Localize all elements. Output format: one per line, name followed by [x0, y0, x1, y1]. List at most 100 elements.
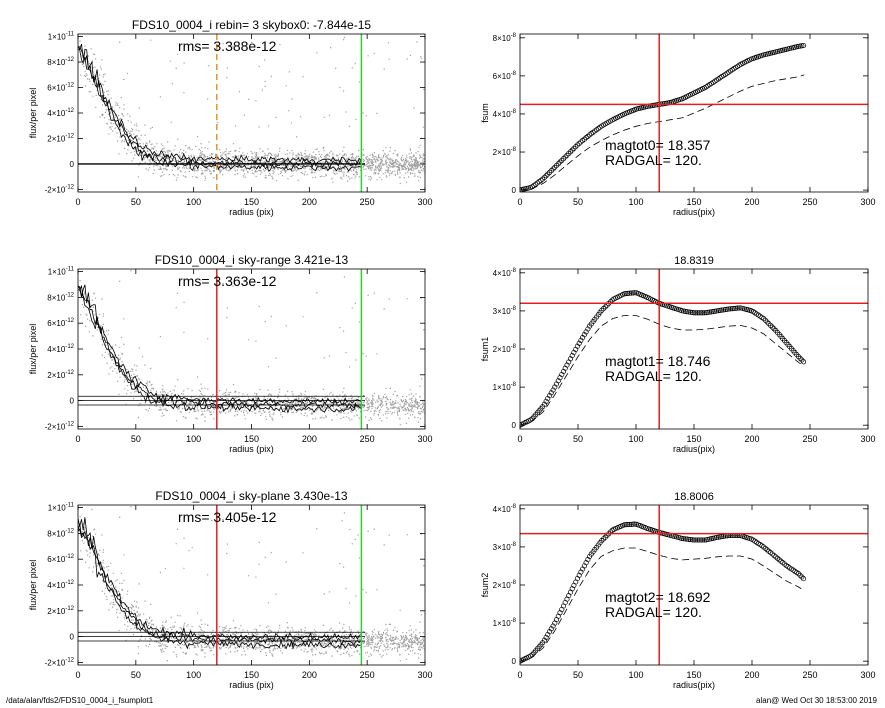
profile2-ytick-label: 1×10-11 [48, 503, 75, 513]
fsum2-curve-point [698, 537, 704, 543]
profile2-scatter-points [79, 506, 425, 662]
fsum0-curve-point [581, 136, 587, 142]
fsum0-annotation-1: RADGAL= 120. [605, 152, 702, 168]
fsum0-dashed-curve [520, 74, 805, 191]
fsum0-xtick-label: 200 [744, 197, 759, 207]
fsum1-xtick-label: 150 [686, 434, 701, 444]
fsum2-xtick-label: 100 [628, 670, 643, 680]
fsum1-curve-point [729, 306, 735, 312]
fsum0-curve-point [543, 173, 549, 179]
fsum0-ytick-label: 6×10-8 [493, 71, 517, 81]
fsum2-curve-point [689, 537, 695, 543]
profile2-profile-line-1 [78, 523, 362, 647]
profile0-ytick-label: -2×10-12 [45, 184, 75, 194]
profile1-ytick-label: 0 [70, 397, 75, 406]
fsum2-curve-point [682, 536, 688, 542]
profile1-xtick-label: 0 [75, 434, 80, 444]
fsum2-xtick-label: 50 [573, 670, 583, 680]
fsum2-curve-point [679, 535, 685, 541]
fsum2-ylabel: fsum2 [480, 573, 490, 598]
fsum2-ytick-label: 0 [512, 657, 517, 666]
fsum2-curve-point [769, 551, 775, 557]
fsum1-curve-point [540, 404, 546, 410]
fsum0-ylabel: fsum [480, 103, 490, 123]
fsum2-xlabel: radius(pix) [673, 680, 715, 690]
fsum2-curve-point [714, 534, 720, 541]
fsum0-curve-point [538, 177, 544, 183]
profile2-ytick-label: 4×10-12 [47, 580, 74, 590]
fsum2-curve-point [694, 537, 701, 543]
profile1-plot-area [78, 269, 425, 429]
fsum0-curve-point [797, 43, 803, 49]
fsum1-curve-point [769, 324, 775, 330]
profile1-ytick-label: 4×10-12 [47, 344, 74, 354]
fsum1-curve-point [543, 398, 549, 404]
fsum2-curve-point [621, 522, 627, 528]
fsum2-curve-point [761, 544, 767, 550]
profile0-ytick-label: 2×10-12 [47, 133, 74, 143]
fsum2-ytick-label: 4×10-8 [493, 504, 517, 514]
fsum0-curve-point [585, 133, 591, 139]
fsum0-curve-point [547, 169, 553, 175]
fsum1-ytick-label: 3×10-8 [493, 306, 517, 316]
fsum1-curve-point [555, 378, 561, 384]
profile2-profile-line-0 [78, 528, 361, 650]
profile0-plot-area [78, 34, 425, 192]
fsum1-curve-point [550, 387, 556, 393]
profile0-xtick-label: 0 [75, 197, 80, 207]
fsum0-curve-point [545, 171, 551, 177]
profile1-panel: 0 50 100 150 200 250 300-2×10-1202×10-124×10-1… [28, 253, 433, 454]
fsum1-frame [519, 268, 869, 430]
profile0-title: FDS10_0004_i rebin= 3 skybox0: -7.844e-1… [132, 18, 371, 32]
profile0-xtick-label: 250 [360, 197, 375, 207]
fsum2-curve-point [632, 521, 638, 527]
fsum1-curve-point [714, 308, 720, 314]
fsum1-curve-point [731, 305, 737, 312]
profile1-ylabel: flux/per pixel [28, 324, 38, 375]
fsum1-curve-point [623, 291, 629, 297]
fsum1-curve-point [710, 309, 716, 315]
fsum0-xtick-label: 300 [860, 197, 875, 207]
fsum0-curve-point [552, 164, 558, 170]
fsum1-curve-point [576, 340, 582, 346]
fsum0-curve-point [569, 147, 575, 153]
fsum1-curve-point [578, 337, 584, 343]
fsum1-curve-point [541, 401, 547, 407]
fsum1-curve-point [691, 310, 697, 316]
footer-user-timestamp: alan@ Wed Oct 30 18:53:00 2019 [756, 696, 877, 705]
profile1-xtick-label: 150 [244, 434, 259, 444]
fsum1-curve-point [585, 326, 591, 332]
fsum1-curve-point [559, 371, 565, 378]
profile0-panel: 0 50 100 150 200 250 300-2×10-1202×10-124×10-1… [28, 18, 433, 217]
profile0-rms-annotation: rms= 3.388e-12 [178, 38, 277, 54]
fsum1-plot-area [520, 269, 868, 429]
fsum1-curve-point [734, 305, 741, 311]
profile1-ytick-label: -2×10-12 [45, 421, 75, 431]
fsum0-xlabel: radius(pix) [673, 207, 715, 217]
fsum2-xtick-label: 300 [860, 670, 875, 680]
profile0-ytick-label: 0 [70, 160, 75, 169]
profile0-ytick-label: 6×10-12 [47, 83, 74, 93]
fsum0-curve-markers [520, 42, 807, 192]
fsum1-xtick-label: 250 [802, 434, 817, 444]
profile2-title: FDS10_0004_i sky-plane 3.430e-13 [155, 489, 347, 503]
fsum1-ytick-label: 1×10-8 [493, 382, 517, 392]
fsum1-curve-point [761, 315, 767, 322]
fsum1-curve-point [632, 290, 638, 296]
profile1-profile-line-1 [78, 286, 361, 409]
profile0-xlabel: radius (pix) [229, 207, 274, 217]
profile2-xtick-label: 250 [360, 670, 375, 680]
fsum2-curve-point [778, 558, 784, 564]
fsum1-xtick-label: 300 [860, 434, 875, 444]
fsum1-xtick-label: 200 [744, 434, 759, 444]
fsum2-curve-point [700, 537, 706, 543]
profile2-xtick-label: 200 [302, 670, 317, 680]
fsum2-curve-point [801, 576, 807, 582]
fsum2-xtick-label: 150 [686, 670, 701, 680]
fsum1-curve-point [599, 307, 605, 313]
fsum1-ytick-label: 0 [512, 421, 517, 430]
profile0-profile-line-1 [78, 48, 362, 170]
fsum1-curve-point [722, 307, 728, 313]
fsum2-panel: 0 50 100 150 200 250 300 0 1×10-8 2×10-8 3×10-8 4×1… [480, 491, 876, 690]
fsum0-curve-point [557, 159, 563, 165]
